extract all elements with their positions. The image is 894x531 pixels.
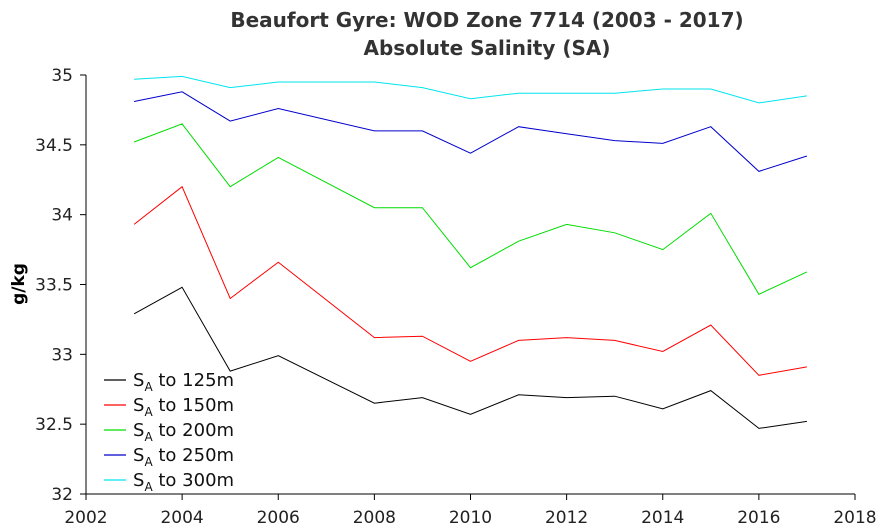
chart-subtitle: Absolute Salinity (SA) bbox=[363, 36, 610, 60]
x-tick-label: 2014 bbox=[641, 508, 684, 528]
x-tick-label: 2010 bbox=[449, 508, 492, 528]
y-tick-label: 35 bbox=[51, 66, 73, 86]
x-tick-label: 2008 bbox=[353, 508, 396, 528]
x-tick-label: 2012 bbox=[545, 508, 588, 528]
x-tick-label: 2006 bbox=[257, 508, 300, 528]
y-tick-label: 33.5 bbox=[35, 276, 73, 296]
y-axis-label: g/kg bbox=[9, 263, 29, 305]
x-tick-label: 2016 bbox=[737, 508, 780, 528]
y-tick-label: 32 bbox=[51, 485, 73, 505]
legend-entry: SA to 150m bbox=[133, 395, 234, 419]
series-line-1 bbox=[133, 286, 807, 429]
y-tick-label: 34 bbox=[51, 206, 73, 226]
y-tick-label: 34.5 bbox=[35, 136, 73, 156]
legend-entry: SA to 125m bbox=[133, 370, 234, 394]
series-layer bbox=[133, 75, 808, 429]
series-line-4 bbox=[134, 91, 808, 172]
x-tick-label: 2002 bbox=[64, 508, 107, 528]
axes: 32 32.5 33 33.5 34 34.5 35 2002 2004 2006 2008 2010… bbox=[35, 66, 876, 528]
y-tick-label: 32.5 bbox=[35, 415, 73, 435]
x-tick-label: 2004 bbox=[160, 508, 203, 528]
series-line-2 bbox=[133, 185, 807, 376]
y-tick-label: 33 bbox=[51, 345, 73, 365]
chart-title: Beaufort Gyre: WOD Zone 7714 (2003 - 201… bbox=[230, 8, 743, 32]
series-line-5 bbox=[134, 75, 807, 104]
legend-entry: SA to 200m bbox=[133, 420, 234, 444]
x-tick-label: 2018 bbox=[833, 508, 876, 528]
legend-entry: SA to 300m bbox=[133, 470, 234, 494]
legend-entry: SA to 250m bbox=[133, 445, 234, 469]
series-line-3 bbox=[133, 123, 808, 295]
